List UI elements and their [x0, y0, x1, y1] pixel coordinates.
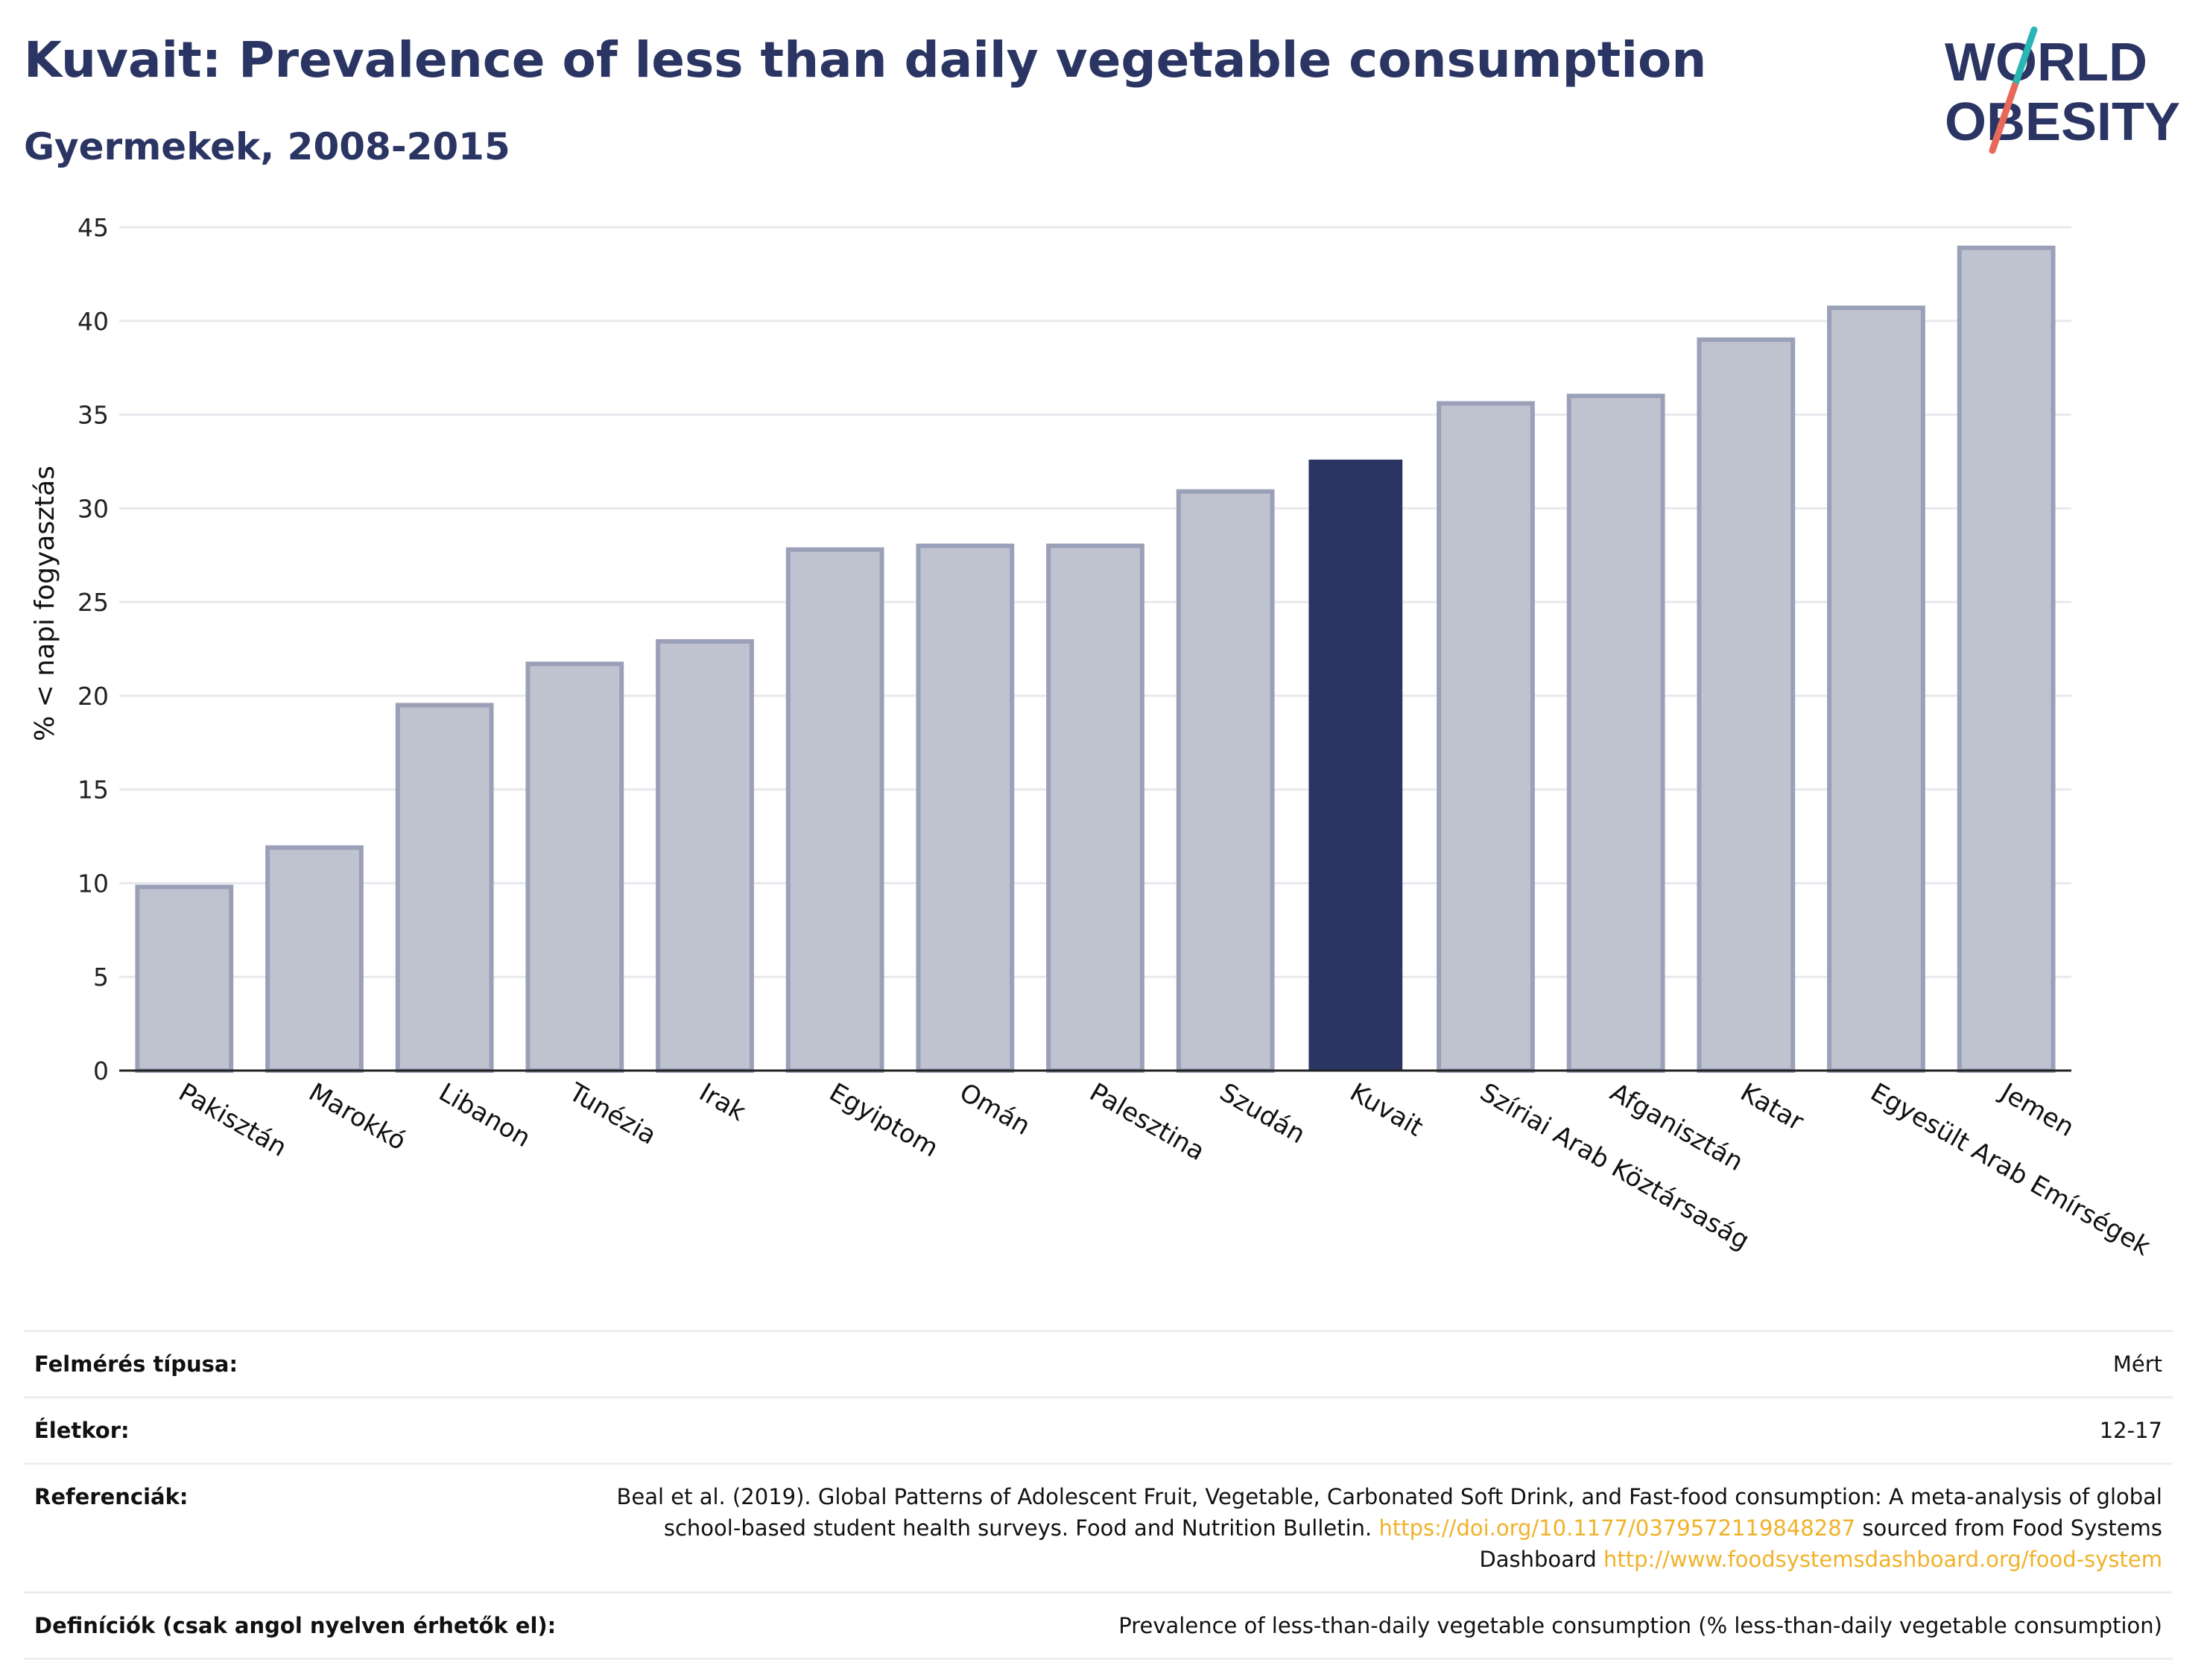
bar-irak[interactable]: [656, 638, 754, 1073]
bar-egyesült-arab-emírségek[interactable]: [1827, 305, 1925, 1073]
bar-katar[interactable]: [1697, 337, 1796, 1073]
y-axis-label: % < napi fogyasztás: [30, 466, 60, 741]
chart-subtitle: Gyermekek, 2008-2015: [24, 125, 510, 168]
y-tick-label: 25: [77, 588, 109, 617]
logo-slash-bottom: [1989, 82, 2018, 154]
x-tick-label: Pakisztán: [174, 1077, 292, 1163]
logo-slash-top: [2011, 26, 2038, 89]
world-obesity-logo: WORLD OBESITY: [1945, 26, 2180, 154]
definitions-row: Definíciók (csak angol nyelven érhetők e…: [24, 1591, 2173, 1661]
x-tick-label: Szudán: [1215, 1077, 1310, 1150]
y-tick-label: 0: [93, 1056, 109, 1085]
x-tick-label: Jemen: [1994, 1077, 2079, 1143]
references-row: Referenciák: Beal et al. (2019). Global …: [24, 1462, 2173, 1591]
bar-libanon[interactable]: [395, 703, 494, 1073]
bar-marokkó[interactable]: [265, 845, 364, 1074]
survey-type-row: Felmérés típusa: Mért: [24, 1330, 2173, 1396]
survey-type-label: Felmérés típusa:: [34, 1351, 238, 1377]
x-tick-label: Egyiptom: [824, 1077, 943, 1163]
y-tick-label: 40: [77, 307, 109, 336]
definitions-value: Prevalence of less-than-daily vegetable …: [1118, 1613, 2162, 1639]
bar-chart: 0 5 10 15 20 25 30 35 40 45 Pakisztán Marokkó Libano…: [30, 213, 2156, 1262]
food-systems-link[interactable]: http://www.foodsystemsdashboard.org/food…: [1603, 1547, 2162, 1573]
logo-text-obesity: OBESITY: [1945, 92, 2180, 152]
bar-afganisztán[interactable]: [1566, 393, 1665, 1073]
bar-jemen[interactable]: [1957, 245, 2056, 1073]
x-tick-label: Libanon: [434, 1077, 536, 1153]
x-tick-label: Kuvait: [1345, 1077, 1428, 1143]
info-table: Felmérés típusa: Mért Életkor: 12-17 Ref…: [24, 1330, 2173, 1661]
definitions-label: Definíciók (csak angol nyelven érhetők e…: [34, 1613, 557, 1639]
bar-egyiptom[interactable]: [785, 547, 884, 1073]
y-tick-label: 15: [77, 776, 109, 805]
bar-szudán[interactable]: [1176, 489, 1275, 1073]
bar-tunézia[interactable]: [525, 662, 624, 1073]
logo-text-world: WORLD: [1945, 33, 2147, 92]
survey-type-value: Mért: [2112, 1351, 2162, 1377]
x-tick-label: Irak: [694, 1077, 751, 1127]
y-tick-label: 5: [93, 963, 109, 992]
y-tick-label: 20: [77, 682, 109, 711]
y-tick-label: 35: [77, 401, 109, 430]
bar-kuvait[interactable]: [1308, 459, 1403, 1071]
age-value: 12-17: [2099, 1418, 2162, 1444]
y-tick-label: 10: [77, 869, 109, 898]
x-tick-label: Tunézia: [563, 1077, 662, 1151]
x-tick-label: Marokkó: [304, 1077, 411, 1156]
references-value: Beal et al. (2019). Global Patterns of A…: [575, 1481, 2162, 1575]
references-label: Referenciák:: [34, 1484, 189, 1510]
reference-text-2: sourced from Food Systems Dashboard: [1479, 1515, 2162, 1573]
bar-pakisztán[interactable]: [135, 884, 234, 1074]
doi-link[interactable]: https://doi.org/10.1177/0379572119848287: [1378, 1515, 1856, 1541]
x-tick-label: Omán: [954, 1077, 1036, 1141]
bar-palesztina[interactable]: [1046, 543, 1144, 1073]
reference-text-1: Beal et al. (2019). Global Patterns of A…: [616, 1484, 2162, 1541]
x-tick-label: Katar: [1735, 1077, 1809, 1137]
age-row: Életkor: 12-17: [24, 1396, 2173, 1462]
bar-omán[interactable]: [916, 543, 1015, 1073]
y-tick-label: 30: [77, 494, 109, 523]
bars: [135, 245, 2056, 1074]
chart-title: Kuvait: Prevalence of less than daily ve…: [24, 31, 1707, 89]
x-tick-label: Palesztina: [1085, 1077, 1210, 1167]
bar-szíriai-arab-köztársaság[interactable]: [1437, 401, 1535, 1073]
y-tick-label: 45: [77, 213, 109, 242]
age-label: Életkor:: [34, 1418, 130, 1444]
